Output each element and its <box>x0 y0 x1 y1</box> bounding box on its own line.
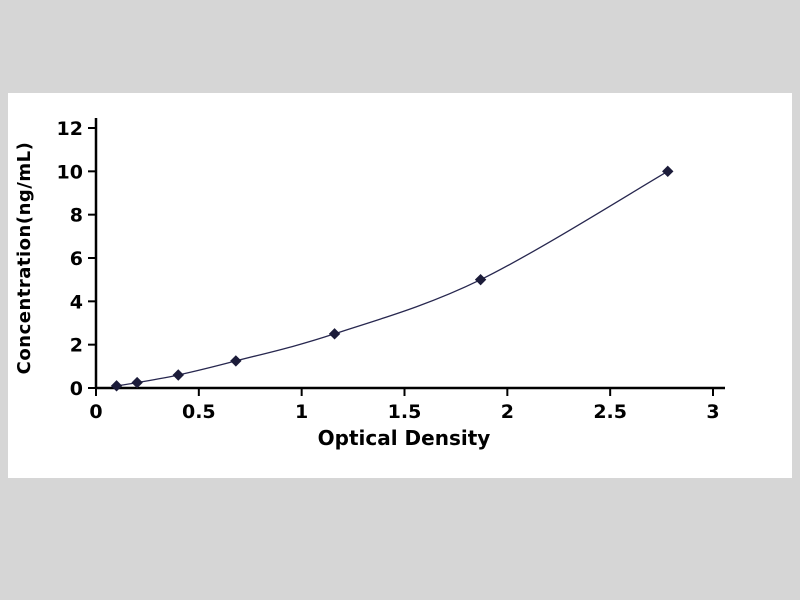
x-tick-label: 2 <box>501 401 514 423</box>
y-tick-label: 2 <box>70 335 83 357</box>
x-tick-label: 1.5 <box>388 401 422 423</box>
x-axis-label: Optical Density <box>318 426 491 450</box>
data-point-marker <box>131 376 143 389</box>
y-tick-label: 8 <box>70 205 83 227</box>
x-tick-label: 2.5 <box>593 401 627 423</box>
y-tick-label: 0 <box>70 378 83 400</box>
data-point-marker <box>662 165 674 178</box>
y-tick-label: 12 <box>57 118 83 140</box>
data-point-marker <box>172 369 184 381</box>
data-point-marker <box>110 380 123 392</box>
data-point-marker <box>474 273 487 286</box>
x-tick-label: 1 <box>295 401 308 423</box>
standard-curve-line <box>116 170 669 387</box>
x-tick-label: 3 <box>706 401 719 423</box>
chart-panel: 0 0.5 1 1.5 2 2.5 3 0 2 4 6 8 10 12 Optical Density C… <box>8 93 792 478</box>
x-tick-label: 0 <box>89 401 102 423</box>
data-point-marker <box>230 355 242 367</box>
plot-layer: 0 0.5 1 1.5 2 2.5 3 0 2 4 6 8 10 12 <box>57 118 725 423</box>
y-tick-label: 4 <box>70 291 83 313</box>
x-tick-label: 0.5 <box>182 401 216 423</box>
y-tick-label: 6 <box>70 248 83 270</box>
y-axis-label: Concentration(ng/mL) <box>14 142 35 375</box>
standard-curve-chart: 0 0.5 1 1.5 2 2.5 3 0 2 4 6 8 10 12 Optical Density C… <box>14 118 725 450</box>
data-point-marker <box>328 328 341 340</box>
y-tick-label: 10 <box>57 161 83 183</box>
